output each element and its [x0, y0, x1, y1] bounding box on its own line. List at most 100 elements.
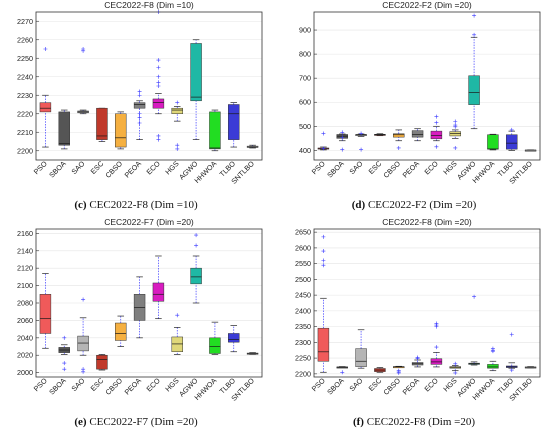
category-label: SBOA: [47, 159, 68, 180]
chart-title: CEC2022-F2 (Dim =20): [382, 0, 472, 10]
outlier: [175, 313, 180, 318]
box-hhwoa: [209, 109, 221, 152]
outlier: [62, 367, 67, 372]
outlier: [472, 13, 477, 18]
caption-letter: (e): [74, 416, 87, 428]
outlier: [359, 147, 364, 152]
chart-title: CEC2022-F8 (Dim =10): [104, 0, 194, 10]
box-hhwoa: [487, 133, 499, 151]
plot-frame: [35, 11, 263, 161]
box-pso: [317, 234, 330, 373]
caption-letter: (c): [74, 199, 87, 211]
box-agwo: [468, 294, 480, 366]
box-hgs: [171, 100, 183, 151]
box-body: [228, 104, 240, 140]
category-label: ECO: [422, 376, 440, 394]
outlier: [340, 147, 345, 152]
outlier: [156, 65, 161, 70]
box-esc: [374, 133, 386, 137]
outlier: [434, 345, 439, 350]
outlier: [396, 370, 401, 375]
box-sao: [77, 47, 89, 115]
outlier: [175, 146, 180, 151]
y-tick-label: 700: [299, 74, 311, 83]
box-cbso: [393, 365, 405, 375]
boxplot-f8-dim20: CEC2022-F8 (Dim =20) 2200 2250 2300 2350 2400…: [295, 217, 541, 403]
y-tick-label: 2400: [295, 306, 311, 315]
caption-text: CEC2022-F8 (Dim =10): [89, 199, 198, 211]
outlier: [81, 297, 86, 302]
box-sao: [355, 329, 367, 369]
plot-frame: [313, 228, 541, 378]
outlier: [156, 80, 161, 85]
box-pso: [39, 47, 52, 148]
box-hgs: [449, 119, 461, 150]
outlier: [175, 100, 180, 105]
box-eco: [430, 114, 443, 149]
outlier: [453, 145, 458, 150]
outlier: [321, 249, 326, 254]
box-esc: [374, 367, 386, 373]
chart-title: CEC2022-F8 (Dim =20): [382, 217, 472, 227]
category-label: CBSO: [381, 376, 402, 397]
category-label: ECO: [144, 376, 162, 394]
boxplot-f8-dim10: CEC2022-F8 (Dim =10) 2200 2210 2220 2230 2240…: [17, 0, 263, 186]
outlier: [62, 361, 67, 366]
y-tick-label: 2500: [295, 275, 311, 284]
box-body: [228, 333, 240, 343]
category-label: PEOA: [401, 376, 422, 397]
category-label: PEOA: [123, 376, 144, 397]
box-body: [58, 111, 70, 146]
caption-letter: (d): [351, 199, 366, 211]
box-eco: [152, 255, 165, 320]
outlier: [340, 370, 345, 375]
caption-f8-dim10: (c) CEC2022-F8 (Dim =10): [0, 199, 272, 211]
y-tick-label: 2200: [17, 146, 33, 155]
box-sao: [355, 131, 367, 152]
outlier: [321, 234, 326, 239]
y-tick-label: 2040: [17, 333, 33, 342]
y-tick-label: 2210: [17, 128, 33, 137]
outlier: [340, 135, 345, 140]
outlier: [434, 144, 439, 149]
box-sboa: [58, 335, 70, 372]
box-sntlbo: [524, 149, 537, 152]
outlier: [62, 335, 67, 340]
box-body: [487, 364, 499, 369]
outlier: [321, 258, 326, 263]
box-body: [39, 294, 52, 334]
category-label: PEOA: [123, 159, 144, 180]
box-body: [506, 134, 518, 150]
box-body: [152, 98, 165, 109]
box-body: [430, 130, 443, 140]
y-tick-label: 2650: [295, 228, 311, 237]
box-peoa: [411, 355, 424, 368]
box-body: [487, 134, 499, 150]
panel-f8-dim10: CEC2022-F8 (Dim =10) 2200 2210 2220 2230 2240…: [0, 0, 272, 195]
category-label: SBOA: [325, 376, 346, 397]
y-tick-label: 2600: [295, 243, 311, 252]
outlier: [490, 349, 495, 354]
box-sntlbo: [246, 352, 259, 355]
outlier: [194, 243, 199, 248]
outlier: [434, 114, 439, 119]
y-tick-label: 2200: [295, 369, 311, 378]
box-body: [77, 335, 89, 352]
y-tick-label: 2060: [17, 316, 33, 325]
box-body: [209, 337, 221, 354]
box-tlbo: [506, 127, 518, 151]
panel-f8-dim20: CEC2022-F8 (Dim =20) 2200 2250 2300 2350 2400…: [278, 217, 550, 412]
outlier: [137, 111, 142, 116]
box-pso: [39, 273, 52, 349]
y-tick-label: 2080: [17, 299, 33, 308]
outlier: [396, 145, 401, 150]
outlier: [156, 84, 161, 88]
box-sntlbo: [246, 144, 259, 149]
panel-f2-dim20: CEC2022-F2 (Dim =20) 400 500 600 700 800 900 PS…: [278, 0, 550, 195]
outlier: [509, 332, 514, 337]
category-label: ECO: [144, 159, 162, 177]
box-hhwoa: [209, 321, 221, 355]
outlier: [509, 127, 514, 132]
box-peoa: [133, 89, 146, 140]
outlier: [175, 143, 180, 148]
